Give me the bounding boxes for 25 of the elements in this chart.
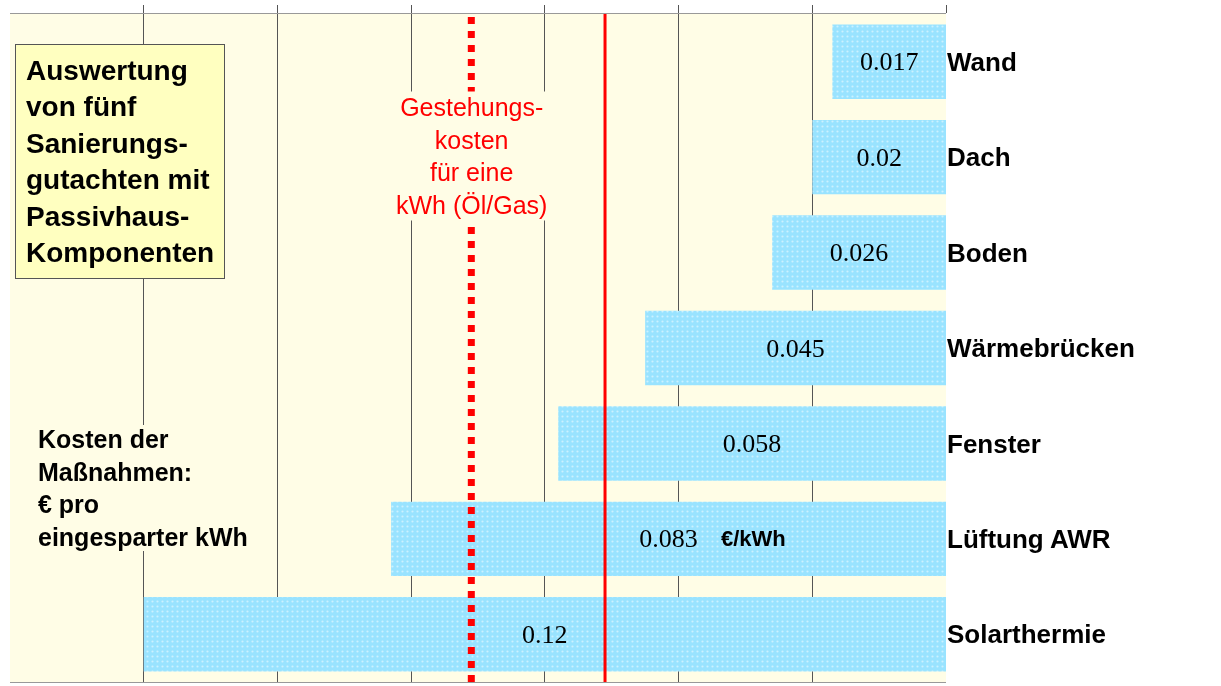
data-label: 0.02 — [856, 142, 902, 172]
y-tick-label: Wärmebrücken — [947, 333, 1135, 364]
bar — [645, 310, 946, 386]
ref-line-label: Gestehungs- kosten für eine kWh (Öl/Gas) — [396, 93, 548, 219]
y-tick-label: Solarthermie — [947, 619, 1106, 650]
bar — [812, 119, 946, 195]
annotation: €/kWh — [721, 526, 786, 551]
y-tick-label: Lüftung AWR — [947, 523, 1111, 554]
data-label: 0.017 — [859, 47, 919, 77]
bar — [143, 597, 946, 672]
bar — [391, 501, 946, 577]
y-tick-label: Boden — [947, 237, 1028, 268]
bar — [772, 215, 946, 290]
bar — [558, 406, 946, 481]
data-label: 0.083 — [639, 524, 698, 554]
y-tick-label: Wand — [947, 46, 1017, 77]
data-label: 0.12 — [522, 619, 568, 649]
y-tick-label: Dach — [947, 142, 1011, 173]
y-tick-label: Fenster — [947, 428, 1041, 459]
bar — [832, 24, 946, 99]
data-label: 0.026 — [829, 238, 889, 268]
annotation: Kosten der Maßnahmen: € pro eingesparter kWh — [38, 425, 248, 551]
data-label: 0.045 — [766, 333, 825, 363]
data-label: 0.058 — [722, 428, 782, 458]
annotation: Auswertung von fünf Sanierungs- gutachten mit Passivhaus- Komponenten — [26, 55, 215, 268]
